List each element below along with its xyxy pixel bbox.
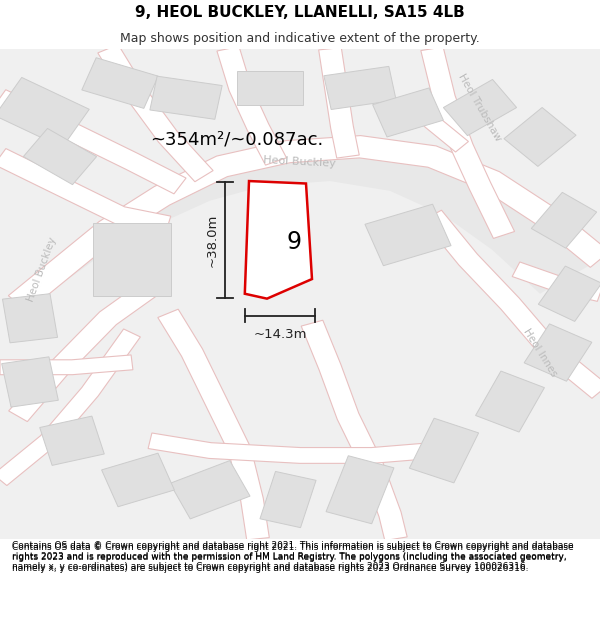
Polygon shape: [422, 210, 600, 398]
Polygon shape: [476, 371, 544, 432]
Polygon shape: [365, 204, 451, 266]
Text: Contains OS data © Crown copyright and database right 2021. This information is : Contains OS data © Crown copyright and d…: [12, 541, 574, 571]
Polygon shape: [8, 136, 600, 311]
Polygon shape: [0, 355, 133, 375]
Polygon shape: [18, 147, 600, 304]
Polygon shape: [98, 44, 213, 182]
Text: Map shows position and indicative extent of the property.: Map shows position and indicative extent…: [120, 31, 480, 44]
Polygon shape: [23, 129, 97, 184]
Polygon shape: [532, 192, 596, 248]
Polygon shape: [421, 47, 515, 238]
Polygon shape: [0, 149, 171, 234]
Polygon shape: [148, 433, 433, 463]
Polygon shape: [0, 329, 140, 486]
Polygon shape: [301, 320, 407, 541]
Polygon shape: [0, 78, 89, 148]
Text: Heol Innes: Heol Innes: [521, 327, 559, 379]
Polygon shape: [93, 222, 171, 296]
Polygon shape: [326, 456, 394, 524]
Polygon shape: [512, 262, 600, 301]
Polygon shape: [524, 324, 592, 381]
Polygon shape: [260, 471, 316, 528]
Text: 9: 9: [286, 230, 301, 254]
Polygon shape: [0, 90, 186, 194]
Polygon shape: [443, 79, 517, 136]
Polygon shape: [319, 48, 359, 158]
Polygon shape: [538, 266, 600, 321]
Polygon shape: [0, 49, 600, 539]
Polygon shape: [409, 418, 479, 483]
Polygon shape: [170, 461, 250, 519]
Polygon shape: [373, 88, 443, 137]
Polygon shape: [8, 277, 164, 422]
Text: Heol Buckley: Heol Buckley: [263, 154, 337, 168]
Polygon shape: [504, 107, 576, 166]
Text: ~14.3m: ~14.3m: [253, 328, 307, 341]
Polygon shape: [101, 453, 175, 507]
Polygon shape: [2, 294, 58, 343]
Polygon shape: [324, 66, 396, 109]
Polygon shape: [150, 76, 222, 119]
Polygon shape: [158, 309, 269, 540]
Polygon shape: [401, 93, 469, 152]
Polygon shape: [40, 416, 104, 466]
Polygon shape: [245, 181, 312, 299]
Text: Heol Buckley: Heol Buckley: [26, 236, 58, 303]
Text: Heol Trubshaw: Heol Trubshaw: [457, 72, 503, 143]
Polygon shape: [2, 357, 58, 407]
Text: ~38.0m: ~38.0m: [205, 213, 218, 266]
Polygon shape: [82, 58, 158, 108]
Text: Contains OS data © Crown copyright and database right 2021. This information is : Contains OS data © Crown copyright and d…: [12, 543, 574, 573]
Polygon shape: [237, 71, 303, 105]
Text: 9, HEOL BUCKLEY, LLANELLI, SA15 4LB: 9, HEOL BUCKLEY, LLANELLI, SA15 4LB: [135, 4, 465, 19]
Text: ~354m²/~0.087ac.: ~354m²/~0.087ac.: [150, 131, 323, 148]
Polygon shape: [217, 46, 286, 165]
